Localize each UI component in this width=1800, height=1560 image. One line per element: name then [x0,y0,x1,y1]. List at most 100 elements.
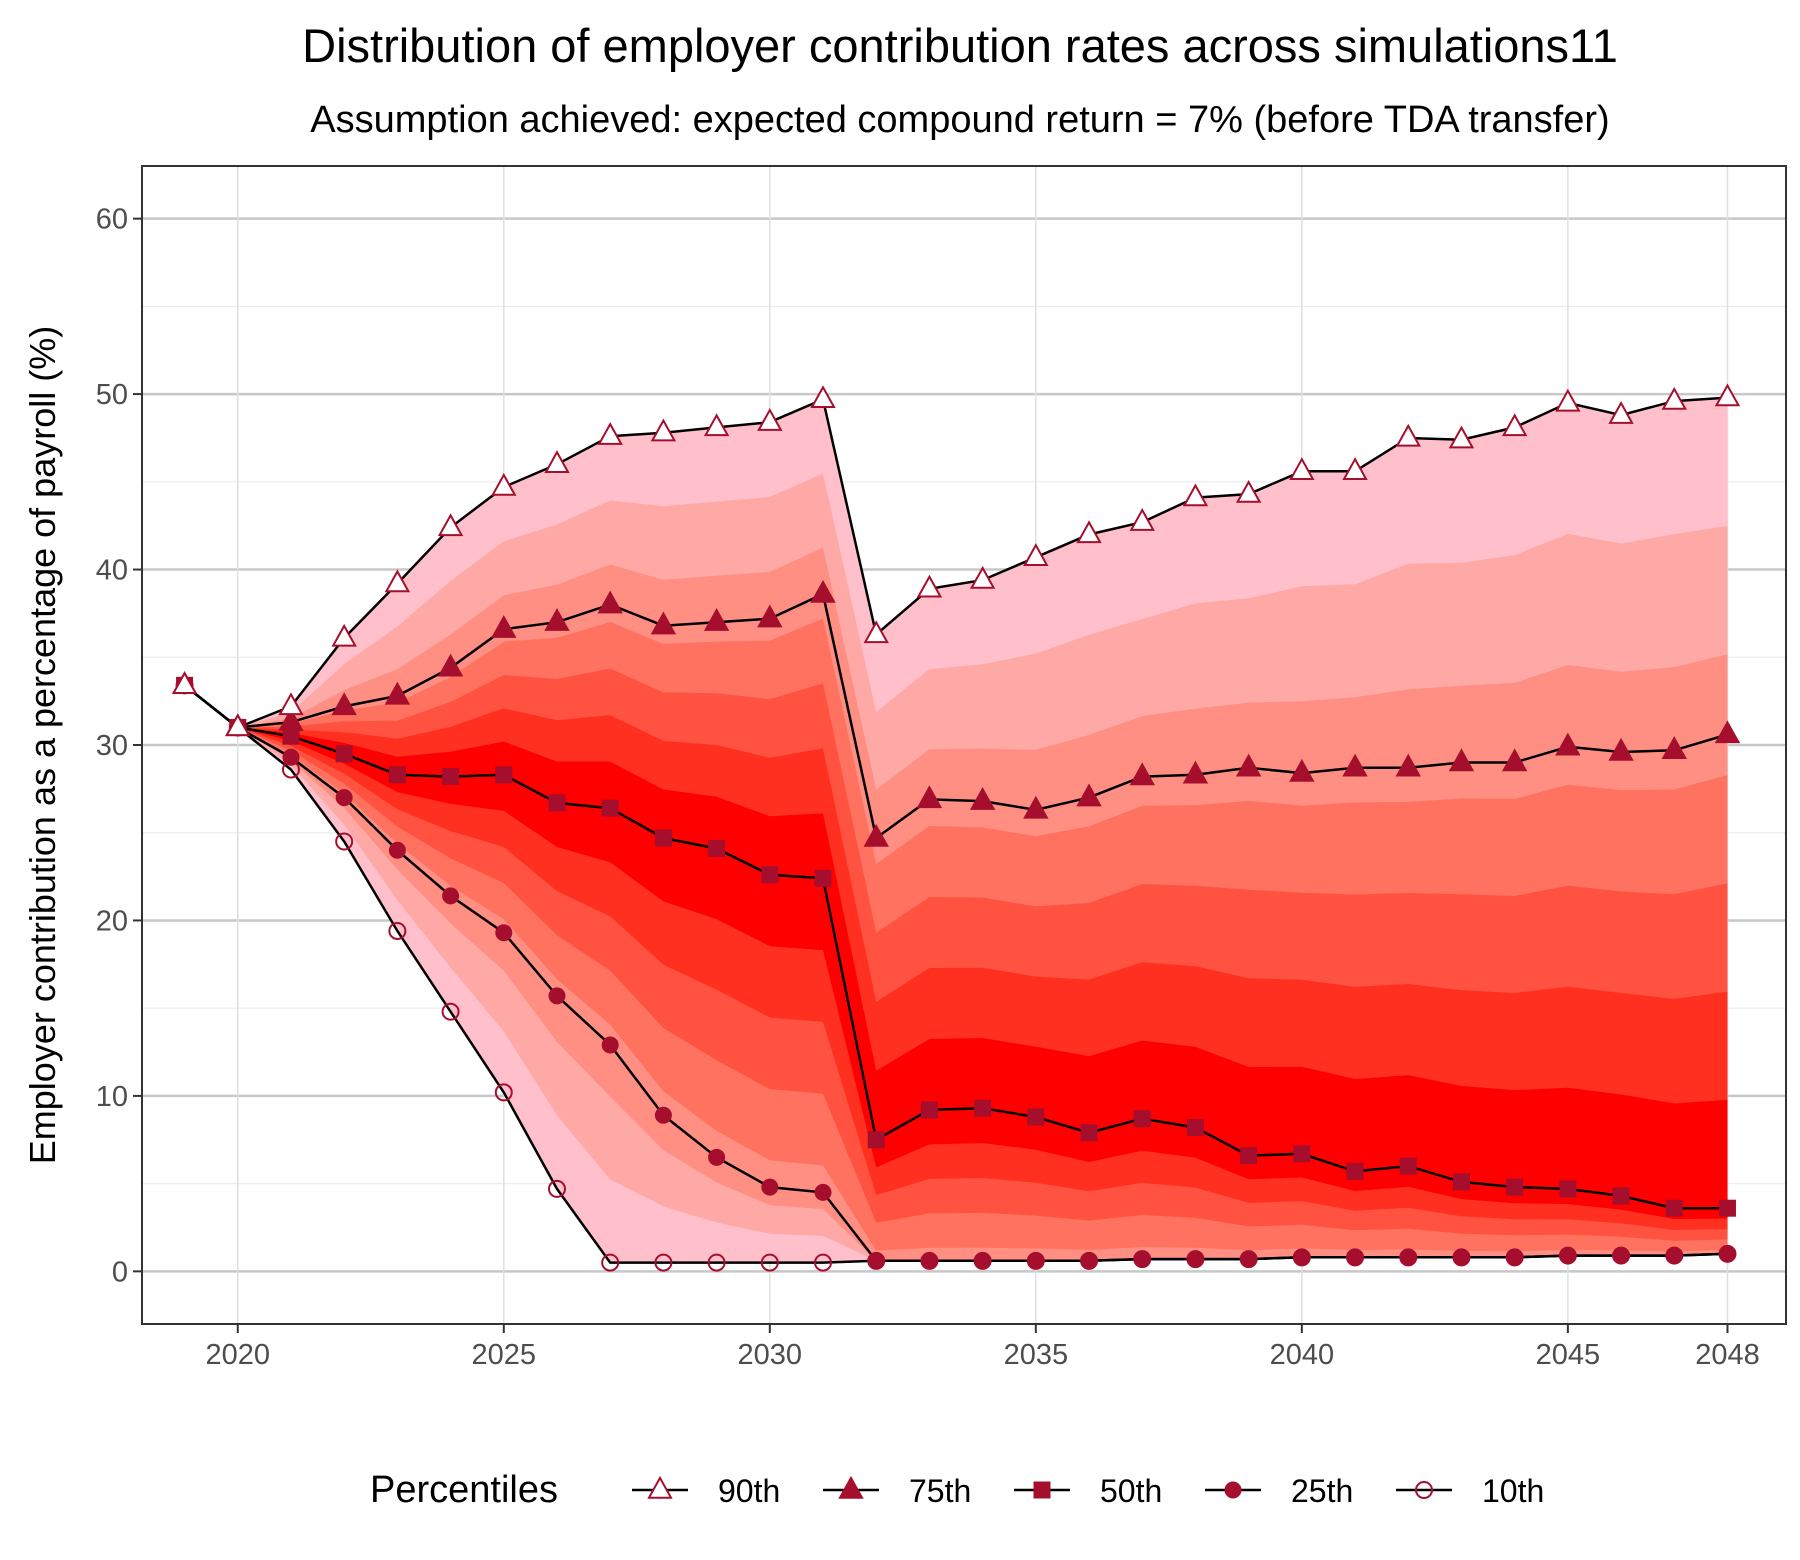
point-90th [1129,508,1155,531]
point-75th [1342,753,1368,777]
point-25th [1399,1248,1417,1266]
point-90th [757,408,783,431]
point-50th [442,768,460,786]
legend-key-marker-75th [838,1475,864,1499]
point-25th [1027,1252,1045,1270]
point-75th [757,604,783,628]
point-90th [1235,479,1262,503]
point-75th [384,681,411,705]
point-75th [1289,758,1315,782]
point-50th [1559,1180,1577,1198]
point-75th [863,823,889,847]
point-25th [920,1252,938,1270]
x-tick-label: 2048 [1695,1339,1760,1371]
point-75th [331,692,357,716]
point-50th [974,1099,992,1117]
point-90th [916,574,943,598]
point-75th [278,708,304,731]
point-25th [442,887,460,905]
point-90th [1023,543,1049,566]
point-75th [1448,748,1475,772]
point-25th [708,1148,726,1166]
point-10th [494,1083,513,1102]
point-25th [974,1252,992,1270]
point-50th [1133,1110,1151,1128]
y-tick-label: 60 [96,204,128,236]
y-tick-label: 40 [96,555,128,587]
point-25th [867,1252,885,1270]
legend-key-marker-90th [647,1475,673,1499]
point-90th [1661,386,1687,410]
point-25th [1506,1248,1524,1266]
point-50th [495,766,513,784]
point-75th [650,611,677,635]
legend: Percentiles 90th 75th 50th 25th 10th [370,1469,1544,1511]
point-25th [1452,1248,1470,1266]
point-90th [1555,388,1581,412]
point-50th [708,840,726,858]
x-axis: 2020 2025 2030 2035 2040 2045 2048 [206,1324,1760,1371]
point-90th [1342,457,1368,480]
point-25th [548,987,566,1005]
point-50th [761,866,779,884]
point-25th [1612,1247,1630,1265]
point-75th [1235,753,1262,777]
point-50th [548,794,566,812]
point-90th [969,565,996,589]
x-tick-label: 2030 [738,1339,803,1371]
point-10th [814,1253,833,1272]
point-90th [384,569,411,593]
point-75th [810,579,836,603]
point-25th [1240,1250,1258,1268]
point-50th [1293,1145,1311,1163]
legend-key-marker-10th [1415,1481,1433,1499]
point-75th [1501,748,1528,772]
point-10th [441,1002,460,1021]
point-50th [1452,1173,1470,1191]
point-50th [1027,1108,1045,1126]
legend-title: Percentiles [370,1469,558,1511]
point-75th [1608,737,1634,761]
x-tick-label: 2045 [1536,1339,1601,1371]
point-75th [544,608,570,631]
point-90th [278,692,304,716]
point-75th [491,615,517,638]
point-50th [1240,1147,1258,1165]
y-tick-label: 20 [96,905,128,937]
point-90th [1289,457,1315,480]
line-50th [183,684,1728,1210]
point-50th [1399,1157,1417,1175]
point-75th [1023,795,1049,819]
point-75th [703,608,730,631]
point-75th [1555,732,1581,756]
point-50th [388,766,406,784]
legend-label-25th: 25th [1291,1473,1353,1509]
point-90th [863,620,889,644]
point-25th [495,924,513,942]
point-50th [654,829,672,847]
point-75th [1395,753,1421,777]
point-25th [1665,1247,1683,1265]
point-10th [547,1179,566,1198]
point-25th [601,1036,619,1054]
percentile-bands [184,397,1728,1263]
point-25th [814,1183,832,1201]
legend-label-50th: 50th [1100,1473,1162,1509]
point-10th [388,921,407,940]
point-90th [1714,383,1741,407]
point-90th [703,413,730,437]
point-90th [225,713,251,737]
point-90th [1395,423,1421,447]
point-90th [491,472,517,496]
point-90th [171,671,198,695]
y-axis-label: Employer contribution as a percentage of… [22,326,63,1164]
percentile-markers [171,383,1741,1272]
point-25th [654,1106,672,1124]
point-50th [867,1131,885,1149]
point-25th [1293,1248,1311,1266]
line-90th [183,396,1728,729]
point-90th [1448,425,1475,449]
point-25th [388,841,406,859]
legend-label-90th: 90th [718,1473,780,1509]
